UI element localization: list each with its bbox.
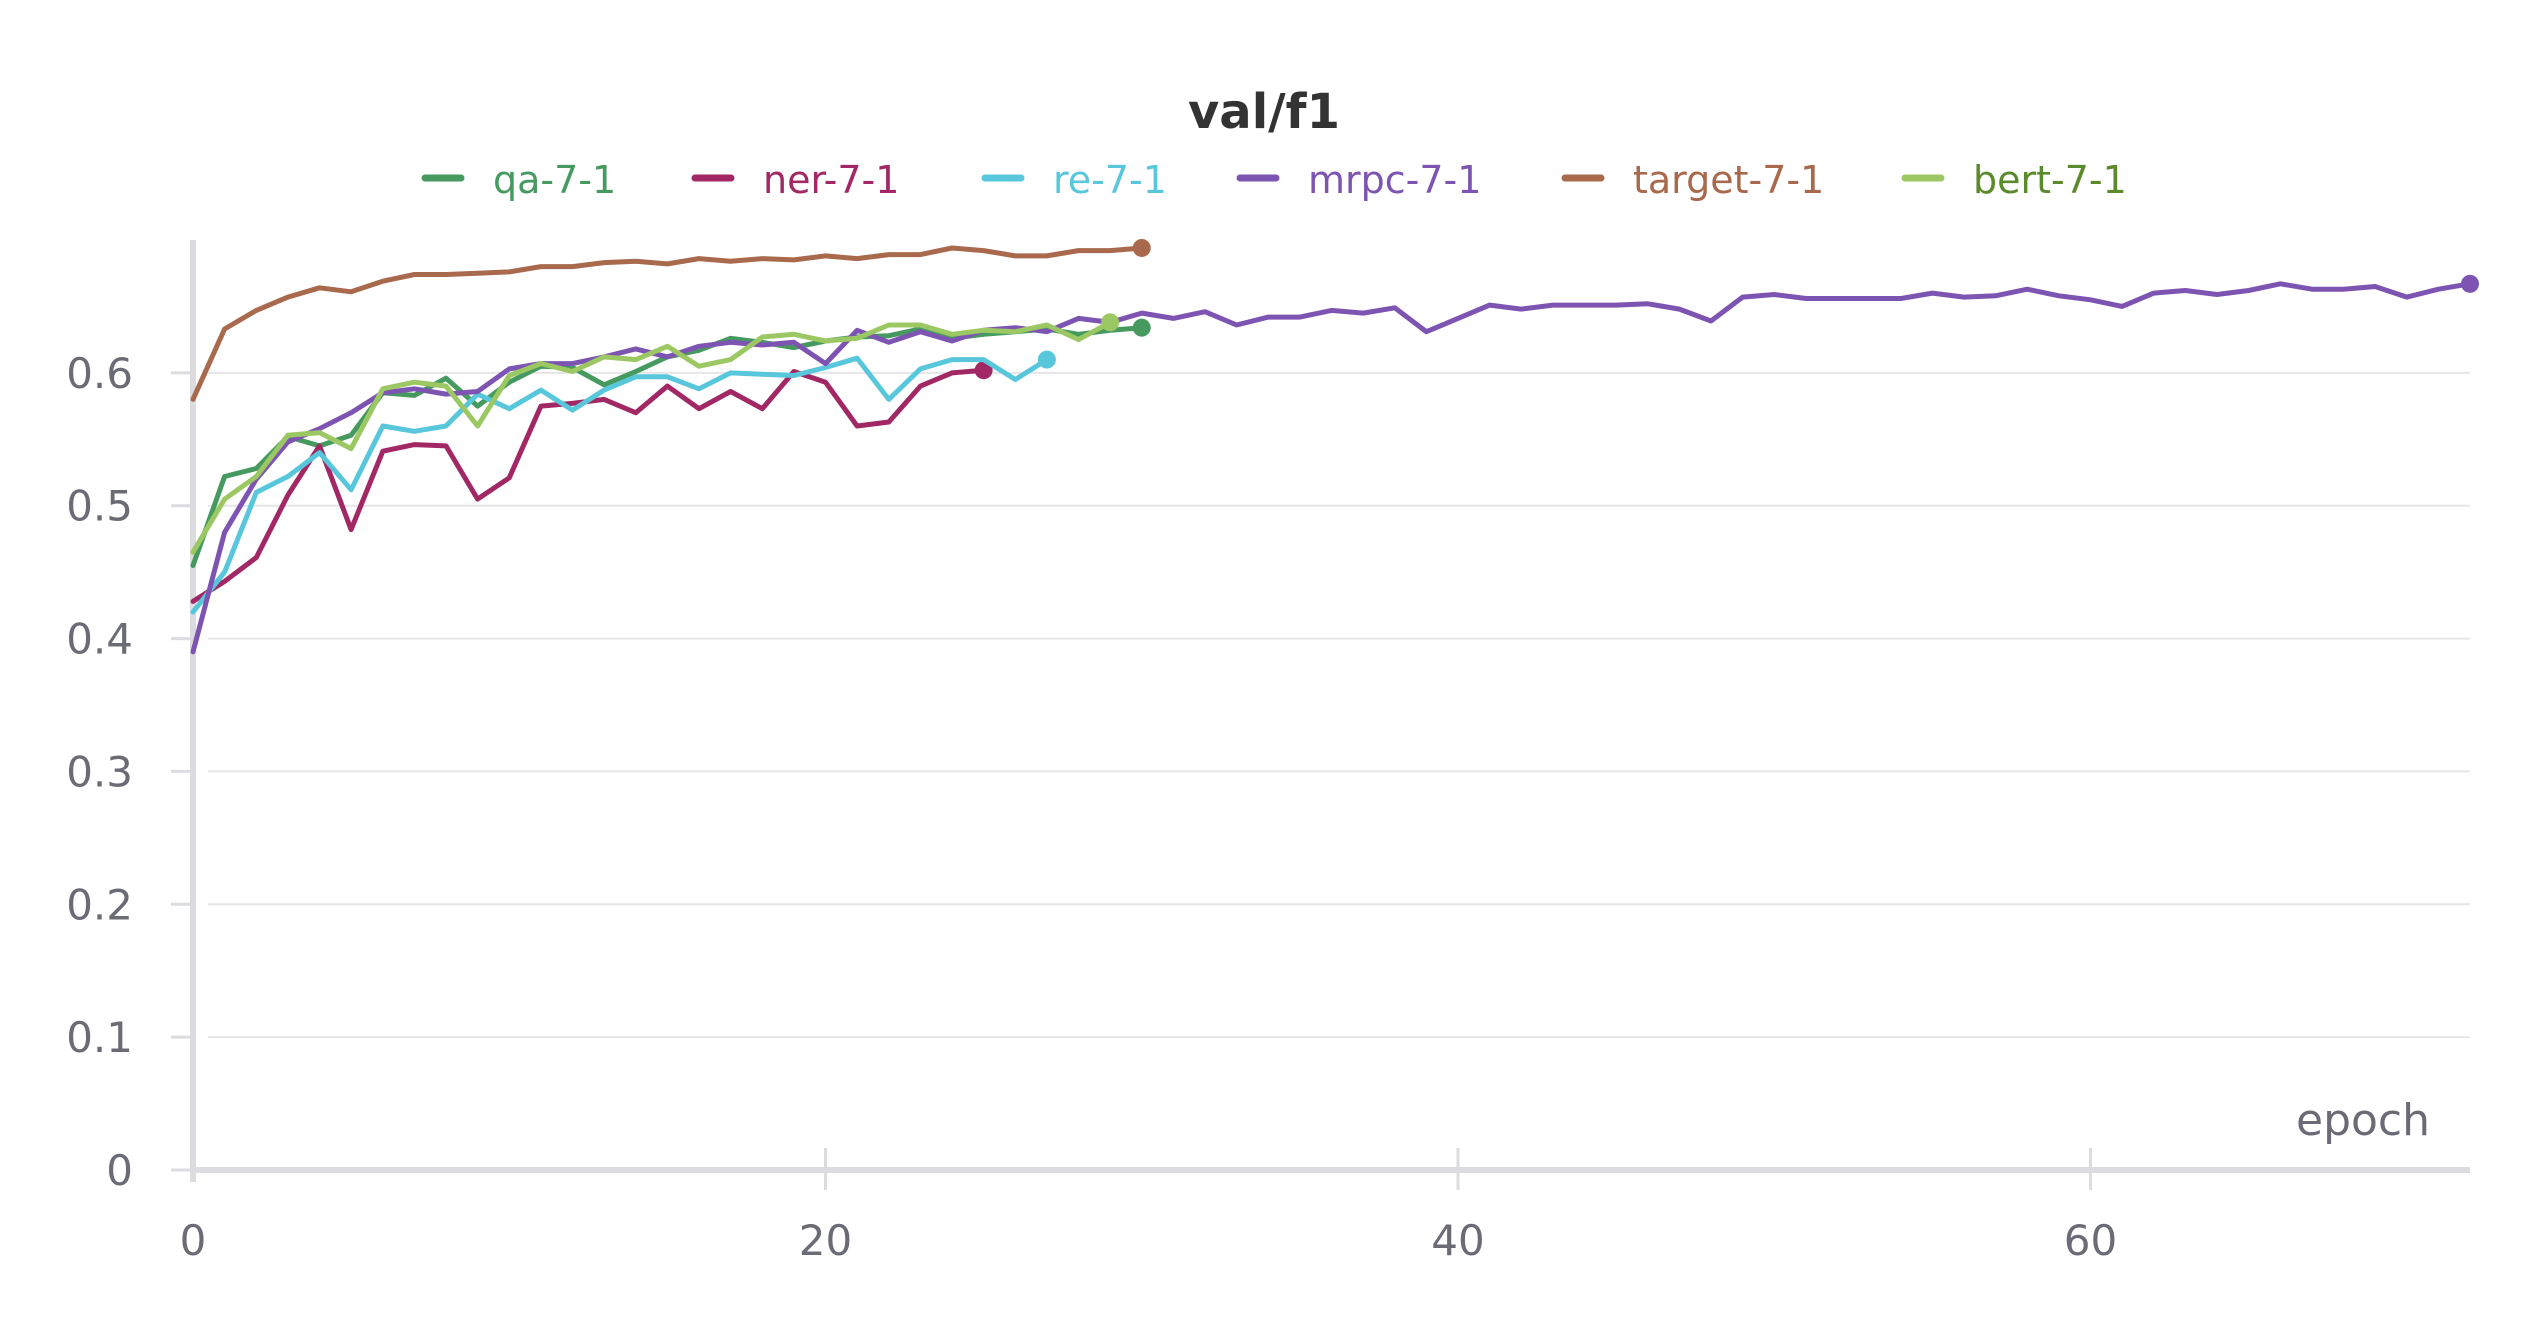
x-tick-label: 60	[2064, 1216, 2117, 1265]
x-tick-label: 20	[799, 1216, 852, 1265]
x-tick-label: 0	[180, 1216, 207, 1265]
series-endpoint-bert-7-1	[1101, 313, 1120, 332]
series-endpoint-re-7-1	[1037, 350, 1056, 369]
x-tick-label: 40	[1431, 1216, 1484, 1265]
legend: qa-7-1 ner-7-1 re-7-1 mrpc-7-1 target-7-1 ber…	[421, 158, 2127, 202]
y-tick-label: 0	[106, 1146, 133, 1195]
series-line-bert-7-1	[190, 319, 1113, 555]
legend-label-ner-7-1: ner-7-1	[763, 158, 899, 202]
series-line-re-7-1	[190, 355, 1050, 615]
legend-label-mrpc-7-1: mrpc-7-1	[1308, 158, 1481, 202]
legend-label-qa-7-1: qa-7-1	[493, 158, 616, 202]
x-axis-label: epoch	[2296, 1095, 2430, 1146]
y-tick-label: 0.4	[66, 615, 133, 664]
y-tick-label: 0.2	[66, 880, 133, 929]
legend-label-target-7-1: target-7-1	[1633, 158, 1824, 202]
axes: 0 0.1 0.2 0.3 0.4 0.5 0.6 0 20 40 60	[66, 240, 2470, 1265]
y-tick-label: 0.5	[66, 482, 133, 531]
series-line-ner-7-1	[190, 367, 987, 604]
series-line-mrpc-7-1	[190, 281, 2473, 655]
grid	[208, 371, 2470, 1039]
series-endpoint-mrpc-7-1	[2461, 274, 2479, 293]
series-line-target-7-1	[190, 245, 1145, 402]
y-tick-label: 0.6	[66, 349, 133, 398]
series-group	[190, 238, 2479, 655]
series-line-qa-7-1	[190, 325, 1145, 568]
legend-label-bert-7-1: bert-7-1	[1973, 158, 2127, 202]
y-tick-label: 0.1	[66, 1013, 133, 1062]
series-endpoint-ner-7-1	[974, 361, 993, 380]
legend-label-re-7-1: re-7-1	[1053, 158, 1167, 202]
series-endpoint-qa-7-1	[1132, 318, 1151, 337]
series-endpoint-target-7-1	[1132, 238, 1151, 257]
y-tick-label: 0.3	[66, 747, 133, 796]
chart-title: val/f1	[1188, 84, 1340, 140]
